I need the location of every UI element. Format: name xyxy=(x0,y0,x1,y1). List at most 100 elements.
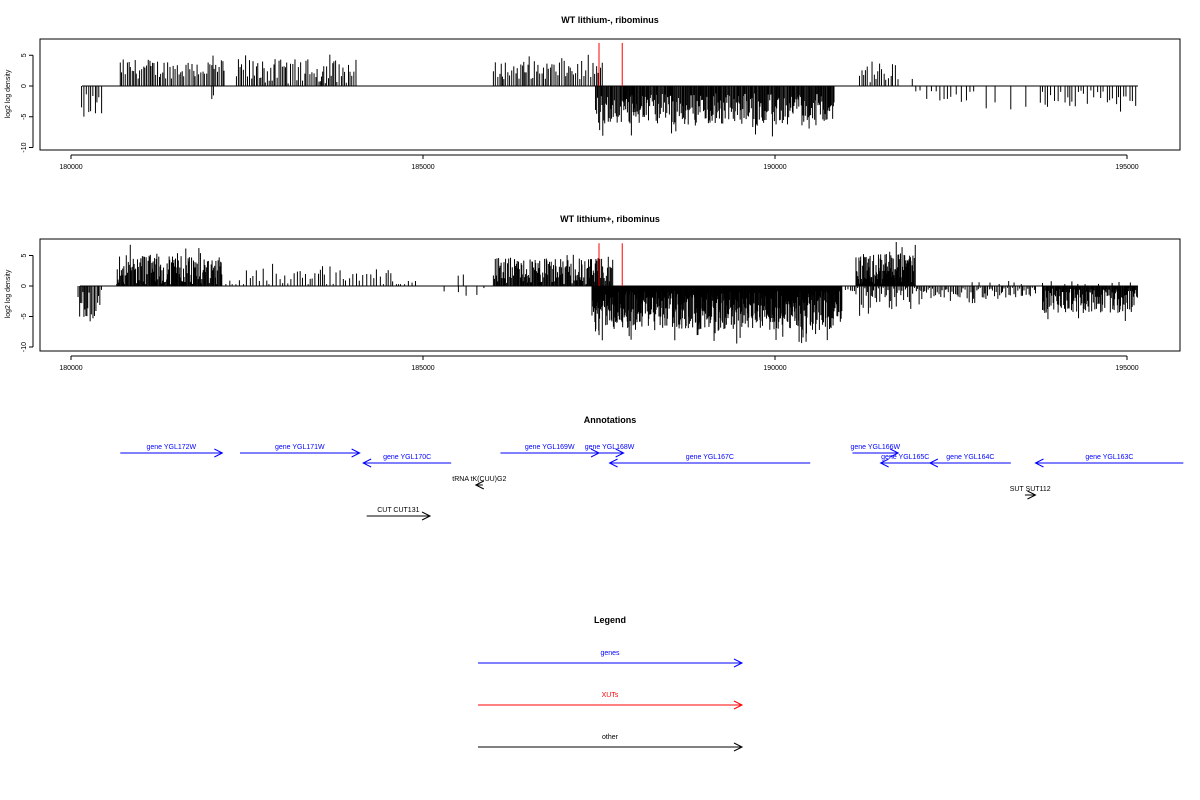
arrow-head xyxy=(474,480,485,490)
legend-arrow xyxy=(478,658,744,668)
legend-label: other xyxy=(602,734,619,741)
arrow-head xyxy=(1027,490,1037,500)
arrow-head xyxy=(879,458,889,468)
annotation-features: gene YGL172W gene YGL171W gene YGL170C gene… xyxy=(120,444,1184,521)
panel-title: WT lithium+, ribominus xyxy=(560,214,660,224)
y-tick-label: -5 xyxy=(21,114,28,120)
legend-entry: XUTs xyxy=(478,692,744,710)
legend-entry: genes xyxy=(478,650,744,668)
coverage-bars xyxy=(77,242,1138,344)
plot-frame xyxy=(39,38,1181,151)
annotation-feature: gene YGL171W xyxy=(239,444,361,458)
feature-label: SUT SUT112 xyxy=(1010,486,1051,493)
x-tick-label: 195000 xyxy=(1115,365,1138,372)
x-tick-label: 190000 xyxy=(763,365,786,372)
legend-arrow xyxy=(478,742,744,752)
feature-label: gene YGL172W xyxy=(146,444,196,451)
arrow-head xyxy=(608,458,618,468)
feature-arrow xyxy=(239,448,361,458)
feature-arrow xyxy=(120,448,224,458)
annotation-feature: gene YGL170C xyxy=(362,454,452,468)
arrow-head xyxy=(733,742,744,752)
annotations-track: Annotations gene YGL172W gene YGL171Wgene… xyxy=(120,415,1184,521)
feature-arrow xyxy=(852,448,900,458)
y-tick-label: -10 xyxy=(21,342,28,352)
coverage-panel-lithium-minus: WT lithium-, ribominus log2 log density … xyxy=(5,15,1181,171)
feature-arrow xyxy=(608,458,811,468)
legend: Legend genes XUTs other xyxy=(478,615,744,752)
annotation-feature: gene YGL167C xyxy=(608,454,811,468)
y-axis-label: log2 log density xyxy=(5,69,12,118)
arrow-head xyxy=(733,700,744,710)
annotation-feature: gene YGL163C xyxy=(1034,454,1184,468)
x-tick-label: 190000 xyxy=(763,164,786,171)
arrow-head xyxy=(214,448,224,458)
annotations-title: Annotations xyxy=(584,415,637,425)
arrow-head xyxy=(615,448,625,458)
legend-label: XUTs xyxy=(602,692,619,699)
arrow-head xyxy=(889,448,900,458)
arrow-head xyxy=(928,458,939,468)
y-axis: 5 0 -5 -10 xyxy=(21,53,34,153)
legend-label: genes xyxy=(600,650,620,657)
feature-arrow xyxy=(474,480,485,490)
x-axis: 180000 185000 190000 195000 xyxy=(59,154,1139,171)
x-tick-label: 185000 xyxy=(411,365,434,372)
feature-label: gene YGL166W xyxy=(850,444,900,451)
x-tick-label: 180000 xyxy=(59,365,82,372)
panel-title: WT lithium-, ribominus xyxy=(561,15,659,25)
annotation-feature: gene YGL165C xyxy=(879,454,930,468)
arrow-head xyxy=(362,458,372,468)
feature-label: gene YGL165C xyxy=(881,454,929,461)
arrow-head xyxy=(351,448,361,458)
annotation-feature: gene YGL172W xyxy=(120,444,224,458)
annotation-feature: gene YGL164C xyxy=(928,454,1011,468)
annotation-feature: gene YGL168W xyxy=(585,444,635,458)
y-axis: 5 0 -5 -10 xyxy=(21,253,34,352)
feature-label: gene YGL163C xyxy=(1085,454,1133,461)
arrow-head xyxy=(733,658,744,668)
legend-title: Legend xyxy=(594,615,626,625)
coverage-panel-lithium-plus: WT lithium+, ribominus log2 log density … xyxy=(5,214,1181,372)
feature-label: CUT CUT131 xyxy=(377,507,419,514)
feature-label: gene YGL167C xyxy=(686,454,734,461)
feature-arrow xyxy=(879,458,930,468)
arrow-head xyxy=(1034,458,1044,468)
y-tick-label: -5 xyxy=(21,313,28,319)
feature-arrow xyxy=(366,511,432,521)
feature-arrow xyxy=(1024,490,1037,500)
x-axis: 180000 185000 190000 195000 xyxy=(59,355,1139,372)
x-tick-label: 195000 xyxy=(1115,164,1138,171)
feature-arrow xyxy=(928,458,1011,468)
annotation-feature: gene YGL166W xyxy=(850,444,901,458)
arrow-head xyxy=(421,511,432,521)
feature-label: gene YGL168W xyxy=(585,444,635,451)
y-tick-label: 5 xyxy=(21,53,28,57)
legend-arrow xyxy=(478,700,744,710)
x-tick-label: 185000 xyxy=(411,164,434,171)
xut-markers xyxy=(598,243,623,286)
feature-label: gene YGL164C xyxy=(946,454,994,461)
feature-arrow xyxy=(362,458,452,468)
coverage-bars xyxy=(81,54,1137,137)
feature-label: tRNA tK(CUU)G2 xyxy=(452,476,506,483)
x-tick-label: 180000 xyxy=(59,164,82,171)
y-tick-label: 0 xyxy=(21,84,28,88)
y-tick-label: -10 xyxy=(21,142,28,152)
y-tick-label: 5 xyxy=(21,253,28,257)
annotation-feature: tRNA tK(CUU)G2 xyxy=(452,476,506,490)
feature-label: gene YGL171W xyxy=(275,444,325,451)
legend-entries: genes XUTs other xyxy=(478,650,744,752)
annotation-feature: CUT CUT131 xyxy=(366,507,432,521)
feature-arrow xyxy=(595,448,625,458)
legend-entry: other xyxy=(478,734,744,752)
feature-arrow xyxy=(1034,458,1184,468)
annotation-feature: SUT SUT112 xyxy=(1010,486,1051,500)
plot-frame xyxy=(39,238,1181,352)
feature-label: gene YGL169W xyxy=(525,444,575,451)
y-tick-label: 0 xyxy=(21,284,28,288)
xut-markers xyxy=(598,42,623,86)
feature-label: gene YGL170C xyxy=(383,454,431,461)
